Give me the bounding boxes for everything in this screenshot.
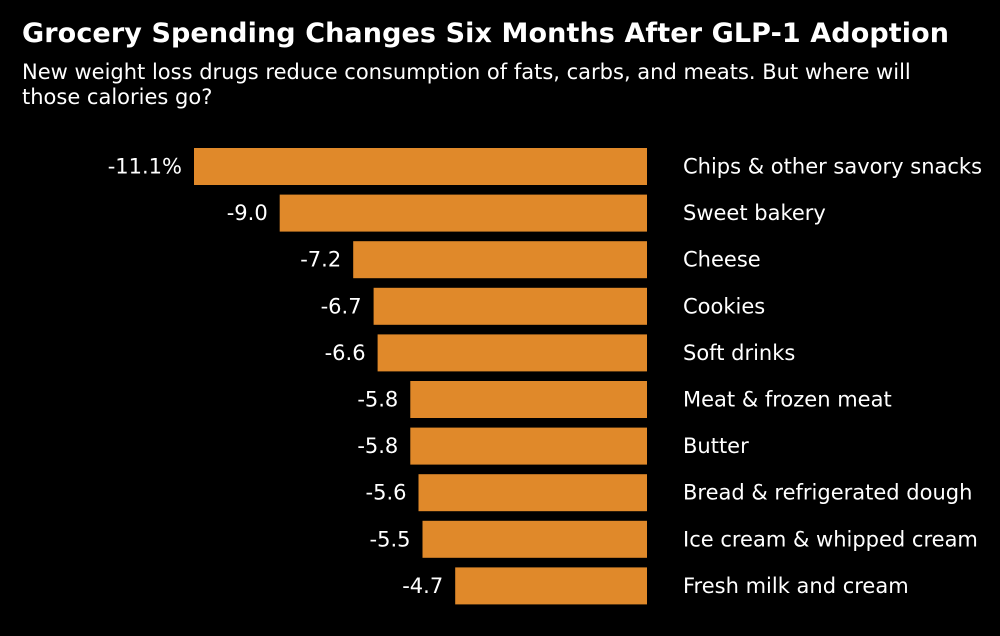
value-label-10: -4.7	[402, 574, 443, 598]
bar-4	[373, 287, 647, 325]
chart-subtitle: New weight loss drugs reduce consumption…	[22, 60, 911, 109]
category-label-3: Cheese	[683, 248, 761, 272]
value-label-7: -5.8	[357, 434, 398, 458]
category-label-8: Bread & refrigerated dough	[683, 481, 972, 505]
bar-5	[377, 334, 647, 372]
category-label-2: Sweet bakery	[683, 201, 826, 225]
category-label-9: Ice cream & whipped cream	[683, 527, 978, 551]
bar-7	[410, 427, 647, 465]
value-label-6: -5.8	[357, 388, 398, 412]
value-label-5: -6.6	[325, 341, 366, 365]
category-label-1: Chips & other savory snacks	[683, 155, 982, 179]
value-label-1: -11.1%	[108, 155, 182, 179]
value-label-4: -6.7	[321, 294, 362, 318]
category-label-6: Meat & frozen meat	[683, 388, 892, 412]
chart-title: Grocery Spending Changes Six Months Afte…	[22, 18, 950, 49]
category-label-7: Butter	[683, 434, 749, 458]
value-label-3: -7.2	[300, 248, 341, 272]
bar-2	[279, 194, 647, 232]
bar-3	[353, 241, 647, 279]
bar-9	[422, 520, 647, 558]
value-label-9: -5.5	[370, 527, 411, 551]
category-label-4: Cookies	[683, 294, 765, 318]
bar-6	[410, 381, 647, 418]
bar-8	[418, 474, 647, 512]
category-label-10: Fresh milk and cream	[683, 574, 909, 598]
bar-10	[455, 567, 647, 605]
value-label-8: -5.6	[366, 481, 407, 505]
value-label-2: -9.0	[227, 201, 268, 225]
bar-1	[194, 148, 647, 185]
category-label-5: Soft drinks	[683, 341, 795, 365]
